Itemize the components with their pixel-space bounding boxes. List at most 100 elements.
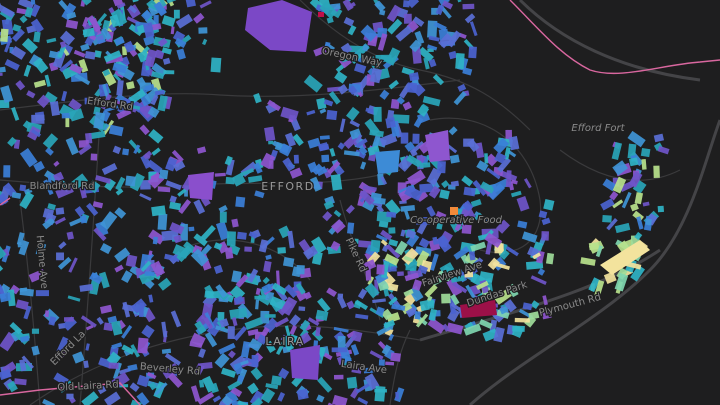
building xyxy=(522,302,533,311)
building xyxy=(455,53,465,70)
building xyxy=(469,21,478,37)
building xyxy=(384,199,401,217)
building xyxy=(121,270,133,284)
building xyxy=(341,56,352,63)
building xyxy=(7,136,17,147)
building xyxy=(256,334,268,345)
building xyxy=(35,242,47,256)
building xyxy=(472,179,488,196)
building xyxy=(144,271,155,276)
building xyxy=(468,250,476,261)
building xyxy=(431,7,439,15)
building xyxy=(3,165,11,178)
building xyxy=(479,181,495,194)
building xyxy=(200,225,216,241)
building xyxy=(347,24,357,36)
building xyxy=(424,284,438,298)
building xyxy=(403,209,411,220)
building xyxy=(115,176,126,191)
building xyxy=(418,46,434,63)
building xyxy=(244,317,263,330)
building xyxy=(657,205,665,213)
building xyxy=(110,8,128,28)
building xyxy=(7,380,18,393)
building xyxy=(163,0,177,4)
building xyxy=(505,170,512,188)
building xyxy=(141,324,155,339)
building xyxy=(19,359,27,372)
building xyxy=(57,44,67,59)
building xyxy=(378,220,389,228)
building xyxy=(161,348,172,354)
building xyxy=(56,252,65,261)
building xyxy=(227,380,241,391)
building xyxy=(479,318,493,329)
building xyxy=(140,154,152,169)
building xyxy=(121,344,135,355)
building xyxy=(19,191,35,210)
building xyxy=(26,90,36,99)
building xyxy=(79,187,87,199)
building xyxy=(215,284,228,299)
building xyxy=(427,300,435,309)
building xyxy=(163,70,175,75)
building xyxy=(72,351,85,364)
building xyxy=(15,80,26,91)
building xyxy=(425,130,450,162)
building xyxy=(376,325,391,337)
building xyxy=(404,272,419,282)
building xyxy=(373,197,386,205)
building xyxy=(306,109,316,116)
building xyxy=(143,153,151,160)
building xyxy=(289,325,297,336)
building xyxy=(427,44,438,51)
building xyxy=(140,260,152,273)
building xyxy=(229,307,248,320)
building xyxy=(454,221,463,232)
building xyxy=(499,249,510,260)
building xyxy=(112,145,122,155)
building xyxy=(330,174,343,191)
building xyxy=(157,95,168,112)
building xyxy=(414,30,425,45)
building xyxy=(369,129,384,138)
building xyxy=(125,81,135,90)
building xyxy=(227,326,235,339)
building xyxy=(128,139,142,154)
building xyxy=(346,106,360,122)
building xyxy=(66,231,75,240)
building xyxy=(319,1,338,19)
building xyxy=(170,26,175,35)
building xyxy=(484,232,503,248)
building xyxy=(355,138,368,149)
building xyxy=(612,160,629,176)
building xyxy=(199,0,212,9)
building xyxy=(358,259,377,273)
building xyxy=(89,279,100,295)
building xyxy=(530,275,547,285)
building xyxy=(423,57,430,70)
building xyxy=(594,280,605,297)
building xyxy=(600,198,615,211)
building xyxy=(84,97,95,105)
poi-label: Co-operative Food xyxy=(410,215,503,226)
building xyxy=(525,260,544,270)
building xyxy=(31,345,40,356)
building xyxy=(462,67,473,76)
building xyxy=(176,245,193,263)
building xyxy=(405,229,417,240)
building xyxy=(164,353,181,366)
building xyxy=(21,37,38,54)
building xyxy=(122,46,127,56)
building xyxy=(496,157,512,173)
building xyxy=(263,260,272,273)
building xyxy=(295,282,306,295)
building xyxy=(374,0,386,12)
building xyxy=(528,311,540,320)
building xyxy=(324,41,331,50)
building xyxy=(537,268,546,276)
building xyxy=(86,179,101,194)
building xyxy=(143,22,155,39)
building xyxy=(334,165,345,177)
building xyxy=(175,13,193,29)
